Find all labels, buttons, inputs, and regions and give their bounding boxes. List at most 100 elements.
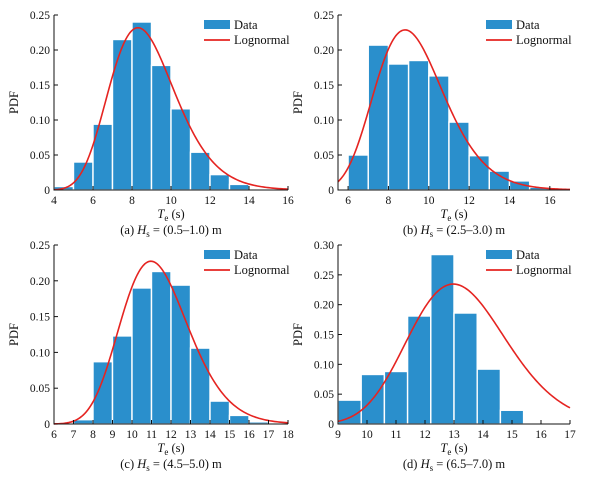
y-tick-label: 0: [44, 185, 50, 197]
panel-caption: (d) Hs = (6.5–7.0) m: [403, 457, 505, 473]
histogram-bar: [209, 173, 231, 191]
legend-label-data: Data: [234, 248, 258, 262]
histogram-bar: [111, 38, 133, 191]
histogram-bar: [72, 161, 94, 191]
x-tick-label: 9: [110, 429, 116, 441]
x-tick-label: 12: [165, 429, 177, 441]
y-tick-label: 0.30: [314, 240, 334, 252]
legend-label-data: Data: [234, 18, 258, 32]
x-tick-label: 10: [165, 195, 177, 207]
legend-swatch-data: [204, 20, 230, 29]
legend-swatch-data: [486, 250, 512, 259]
y-tick-label: 0.25: [314, 270, 334, 282]
x-tick-label: 8: [386, 195, 392, 207]
x-tick-label: 14: [477, 429, 489, 441]
x-tick-label: 8: [129, 195, 135, 207]
y-tick-label: 0.05: [30, 383, 50, 395]
y-tick-label: 0.25: [314, 10, 334, 22]
y-tick-label: 0.05: [314, 389, 334, 401]
legend-label-fit: Lognormal: [516, 263, 572, 277]
y-tick-label: 0.20: [30, 276, 50, 288]
y-axis-label: PDF: [7, 91, 21, 114]
chart-panel-b: 0 0.05 0.10 0.15 0.20 0.25 6 8 10 12 14 16 PDF Te (s)…: [291, 10, 572, 239]
lognormal-fit-line: [53, 26, 289, 191]
legend-label-data: Data: [516, 248, 540, 262]
x-tick-label: 12: [419, 429, 431, 441]
legend-label-fit: Lognormal: [234, 263, 290, 277]
histogram-bar: [131, 287, 153, 425]
x-tick-label: 16: [544, 195, 556, 207]
y-tick-label: 0.10: [30, 347, 50, 359]
x-axis-label: Te (s): [440, 441, 467, 457]
y-tick-label: 0.25: [30, 240, 50, 252]
y-tick-label: 0.15: [30, 312, 50, 324]
y-tick-label: 0.10: [30, 115, 50, 127]
x-tick-label: 16: [243, 429, 255, 441]
y-tick-label: 0.20: [314, 300, 334, 312]
lognormal-fit-line: [337, 29, 571, 191]
histogram-bar: [407, 59, 430, 191]
x-tick-label: 12: [463, 195, 475, 207]
legend-swatch-data: [204, 250, 230, 259]
x-tick-label: 16: [535, 429, 547, 441]
x-tick-label: 10: [126, 429, 138, 441]
x-axis-label: Te (s): [157, 207, 184, 223]
histogram-bar: [428, 75, 450, 191]
legend-swatch-data: [486, 20, 512, 29]
histogram-bar: [131, 21, 153, 191]
lognormal-fit-line: [337, 283, 571, 423]
x-tick-label: 10: [361, 429, 373, 441]
x-tick-label: 13: [185, 429, 197, 441]
legend-label-fit: Lognormal: [234, 33, 290, 47]
y-tick-label: 0.20: [314, 45, 334, 57]
y-tick-label: 0.25: [30, 10, 50, 22]
x-tick-label: 9: [335, 429, 341, 441]
x-tick-label: 8: [90, 429, 96, 441]
y-tick-label: 0: [44, 419, 50, 431]
chart-panel-a: 0 0.05 0.10 0.15 0.20 0.25 4 6 8 10 12 14 16 PDF Te (s…: [7, 10, 294, 239]
histogram-bar: [468, 154, 491, 191]
histogram-bar: [387, 63, 410, 191]
x-tick-label: 17: [263, 429, 275, 441]
y-tick-label: 0.10: [314, 115, 334, 127]
lognormal-fit-line: [53, 260, 289, 425]
y-tick-label: 0.05: [314, 150, 334, 162]
x-tick-label: 14: [504, 195, 516, 207]
x-tick-label: 15: [506, 429, 518, 441]
x-tick-label: 6: [90, 195, 96, 207]
x-tick-label: 11: [390, 429, 401, 441]
x-tick-label: 4: [51, 195, 57, 207]
histogram-bar: [430, 253, 455, 425]
histogram-bar: [189, 347, 211, 425]
histogram-bar: [228, 183, 250, 191]
histogram-bar: [111, 335, 133, 425]
x-tick-label: 11: [146, 429, 157, 441]
x-tick-label: 6: [345, 195, 351, 207]
x-tick-label: 17: [564, 429, 576, 441]
y-tick-label: 0: [328, 185, 334, 197]
legend-label-data: Data: [516, 18, 540, 32]
x-tick-label: 10: [423, 195, 435, 207]
y-tick-label: 0.15: [30, 80, 50, 92]
histogram-bar: [189, 151, 211, 191]
histogram-bar: [150, 64, 172, 191]
histogram-bar: [453, 312, 478, 425]
chart-panel-d: 0 0.05 0.10 0.15 0.20 0.25 0.30 9 10 11 12 13 14 15 16…: [291, 240, 576, 473]
histogram-bar: [228, 414, 250, 425]
y-axis-label: PDF: [291, 91, 305, 114]
x-tick-label: 18: [282, 429, 294, 441]
legend-label-fit: Lognormal: [516, 33, 572, 47]
x-tick-label: 14: [204, 429, 216, 441]
histogram-bar: [488, 170, 511, 191]
histogram-bar: [448, 121, 470, 191]
histogram-bar: [367, 44, 390, 191]
y-tick-label: 0.15: [314, 80, 334, 92]
histogram-bar: [150, 270, 172, 425]
y-axis-label: PDF: [291, 323, 305, 346]
histogram-bar: [476, 368, 502, 425]
panel-caption: (c) Hs = (4.5–5.0) m: [120, 457, 222, 473]
